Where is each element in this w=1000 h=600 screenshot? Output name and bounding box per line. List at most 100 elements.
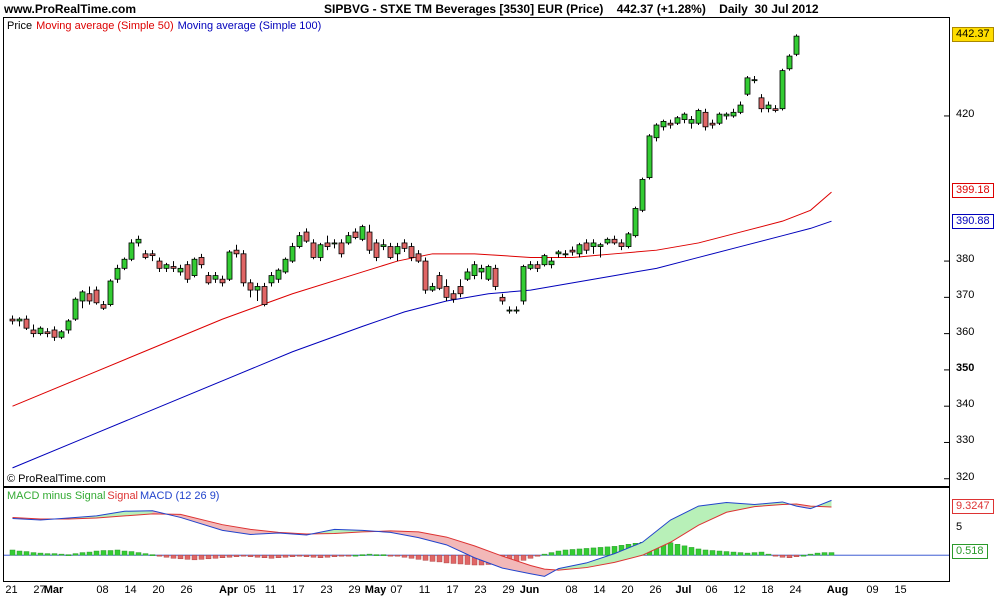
candle-body [793, 35, 800, 55]
macd-histogram-bar [688, 547, 695, 556]
x-axis-label: 27 [33, 584, 46, 596]
x-axis-label: 26 [180, 584, 193, 596]
price-y-tick: 370 [956, 289, 975, 302]
macd-histogram-bar [170, 554, 177, 559]
candle-body [758, 97, 765, 110]
macd-histogram-bar [758, 551, 765, 556]
price-y-tick: 350 [956, 361, 975, 374]
legend-macd: MACD (12 26 9) [140, 490, 220, 502]
macd-histogram-bar [800, 554, 807, 557]
macd-histogram-bar [737, 552, 744, 556]
macd-histogram-bar [387, 554, 394, 557]
macd-signal-fill [754, 501, 783, 507]
candle-body [226, 251, 233, 280]
macd-histogram-bar [93, 550, 100, 556]
candle-body [37, 327, 44, 335]
candle-body [44, 331, 51, 335]
macd-histogram-bar [569, 549, 576, 556]
x-axis-label: 14 [124, 584, 137, 596]
last-price-badge: 442.37 [952, 26, 994, 42]
x-axis-label: 17 [446, 584, 459, 596]
macd-histogram-bar [380, 554, 387, 556]
candle-body [478, 267, 485, 273]
signal-line [12, 503, 832, 571]
macd-histogram-bar [86, 551, 93, 556]
candle-body [422, 260, 429, 291]
candle-body [387, 246, 394, 258]
macd-histogram-bar [541, 553, 548, 556]
x-axis-label: Mar [43, 584, 64, 596]
candle-body [338, 242, 345, 255]
macd-histogram-bar [268, 554, 275, 559]
candle-body [100, 304, 107, 309]
macd-histogram-bar [422, 554, 429, 561]
macd-histogram-bar [310, 554, 317, 558]
ma100-value-badge: 390.88 [952, 213, 994, 229]
candle-body [401, 242, 408, 249]
macd-histogram-bar [562, 549, 569, 556]
candle-body [646, 135, 653, 179]
macd-histogram-bar [23, 551, 30, 556]
macd-panel[interactable]: MACD minus Signal Signal MACD (12 26 9) [3, 487, 950, 582]
macd-signal-fill [698, 502, 727, 526]
legend-signal: Signal [107, 490, 138, 502]
x-axis-label: Jun [519, 584, 540, 596]
candle-body [457, 286, 464, 295]
macd-histogram-bar [464, 554, 471, 565]
price-legend: Price Moving average (Simple 50) Moving av… [7, 20, 325, 32]
macd-line [12, 499, 832, 577]
price-y-tick: 420 [956, 107, 975, 120]
candle-body [408, 246, 415, 258]
candle-body [289, 246, 296, 262]
candle-body [443, 286, 450, 298]
macd-y-tick: 5 [956, 521, 963, 534]
macd-histogram-bar [100, 550, 107, 556]
x-axis-label: 20 [152, 584, 165, 596]
macd-histogram-bar [828, 552, 835, 556]
macd-histogram-bar [184, 554, 191, 560]
macd-histogram-bar [534, 554, 541, 557]
candle-body [380, 244, 387, 247]
ma50-value-badge: 399.18 [952, 183, 994, 199]
macd-histogram-bar [674, 544, 681, 556]
x-axis-label: 06 [705, 584, 718, 596]
candle-body [135, 238, 142, 244]
macd-histogram-bar [779, 554, 786, 558]
macd-histogram-bar [79, 552, 86, 556]
candle-body [450, 293, 457, 300]
macd-histogram-bar [156, 554, 163, 557]
candle-body [555, 251, 562, 255]
macd-histogram-bar [415, 554, 422, 560]
macd-histogram-bar [72, 553, 79, 556]
candle-body [79, 291, 86, 302]
candle-body [394, 246, 401, 255]
candle-body [583, 242, 590, 251]
candle-body [233, 249, 240, 255]
candle-body [625, 233, 632, 247]
legend-ma100: Moving average (Simple 100) [177, 20, 322, 32]
macd-signal-fill [446, 537, 475, 558]
macd-histogram-bar [254, 554, 261, 558]
macd-signal-fill [222, 524, 251, 535]
legend-price: Price [7, 20, 33, 32]
candle-body [765, 104, 772, 110]
candle-body [366, 231, 373, 251]
candle-body [107, 280, 114, 306]
candle-body [723, 113, 730, 117]
macd-signal-fill [474, 545, 503, 569]
candle-body [632, 208, 639, 237]
candle-body [716, 113, 723, 124]
candle-body [51, 329, 58, 338]
macd-histogram-bar [149, 554, 156, 556]
candle-body [744, 77, 751, 95]
macd-histogram-bar [163, 554, 170, 558]
candle-body [639, 179, 646, 211]
macd-histogram-bar [9, 549, 16, 556]
candle-body [541, 255, 548, 266]
candle-body [429, 286, 436, 291]
candle-body [275, 269, 282, 280]
macd-legend: MACD minus Signal Signal MACD (12 26 9) [7, 490, 223, 502]
candle-body [198, 257, 205, 266]
price-panel[interactable]: Price Moving average (Simple 50) Moving av… [3, 17, 950, 487]
candle-body [751, 79, 758, 82]
